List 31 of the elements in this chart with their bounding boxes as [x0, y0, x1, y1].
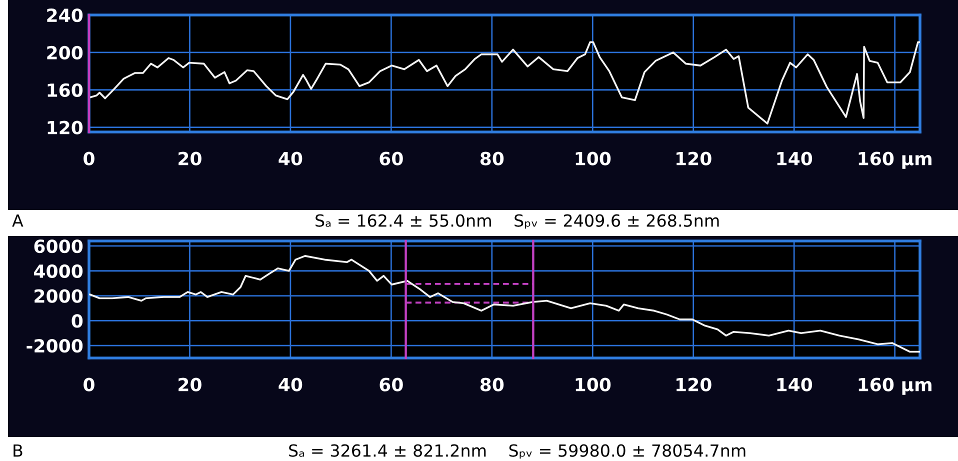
x-tick-label: 160 µm [858, 378, 932, 395]
y-tick-label: 6000 [34, 239, 83, 254]
x-tick-label: 20 [178, 378, 202, 392]
x-tick-label: 160 µm [858, 152, 932, 169]
x-tick-label: 0 [84, 152, 94, 166]
y-tick-label: 120 [48, 120, 83, 134]
y-tick-label: 200 [47, 46, 83, 60]
text: Sₐ = 162.4 ± 55.0nm Sₚᵥ = 2409.6 ± 268.5nm [316, 214, 719, 229]
x-tick-label: 40 [278, 378, 302, 392]
x-tick-label: 120 [676, 152, 712, 166]
y-tick-label: 0 [72, 314, 83, 328]
x-tick-label: 120 [676, 378, 712, 392]
x-tick-label: 140 [777, 152, 812, 166]
x-tick-label: 100 [576, 378, 611, 392]
y-tick-label: 160 [48, 83, 83, 97]
x-tick-label: 60 [380, 152, 403, 166]
x-tick-label: 80 [480, 152, 504, 166]
y-tick-label: -2000 [26, 339, 83, 353]
y-tick-label: 2000 [34, 289, 83, 303]
text: A [12, 214, 24, 227]
y-tick-label: 4000 [34, 264, 83, 278]
y-tick-label: 240 [47, 8, 83, 22]
x-tick-label: 100 [576, 152, 611, 166]
text: B [14, 444, 22, 457]
x-tick-label: 20 [178, 152, 202, 166]
x-tick-label: 0 [84, 378, 94, 392]
x-tick-label: 60 [380, 378, 403, 392]
text: Sₐ = 3261.4 ± 821.2nm Sₚᵥ = 59980.0 ± 78054.7nm [289, 444, 746, 459]
x-tick-label: 140 [777, 378, 812, 392]
x-tick-label: 80 [480, 378, 504, 392]
x-tick-label: 40 [278, 152, 302, 166]
